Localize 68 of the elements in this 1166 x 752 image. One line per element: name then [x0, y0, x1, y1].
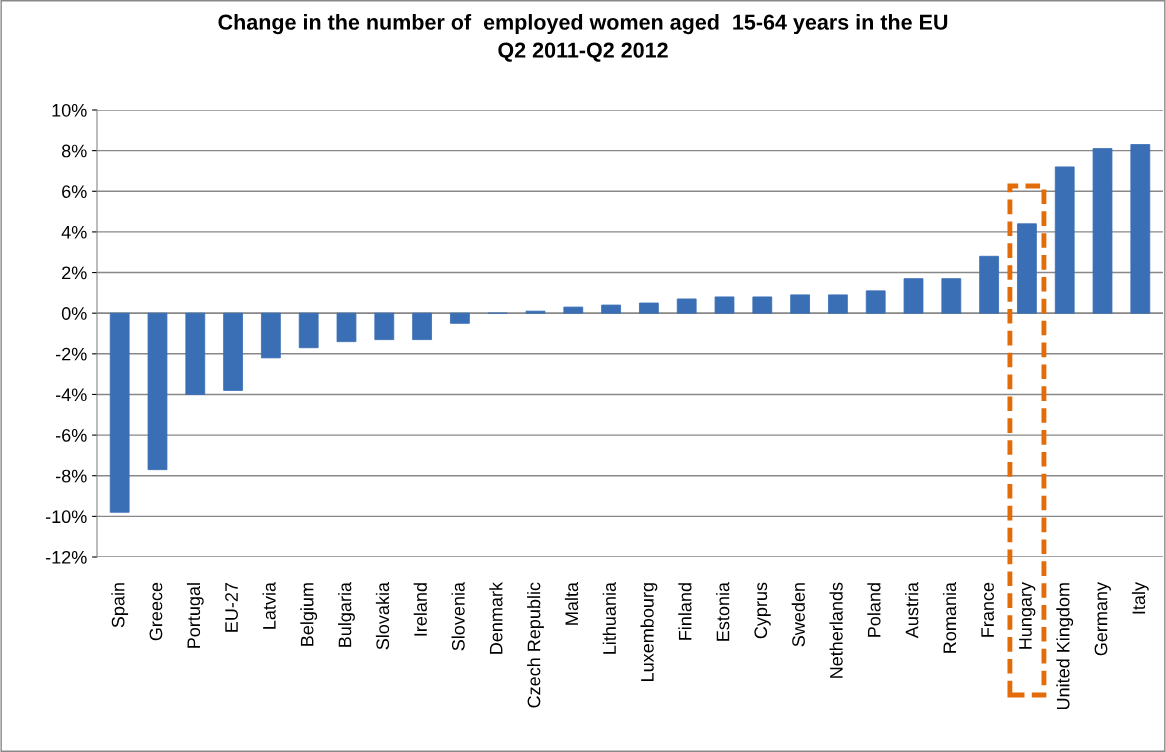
x-tick-label: Greece — [149, 582, 163, 641]
bar — [752, 296, 773, 314]
x-tick-label: Malta — [564, 582, 579, 625]
x-tick-label: Italy — [1131, 582, 1149, 614]
bar — [336, 312, 357, 343]
x-tick-label: Denmark — [489, 581, 503, 654]
bar — [639, 302, 659, 314]
bar — [298, 312, 319, 349]
y-tick-label: -2% — [55, 347, 87, 361]
bar — [1092, 148, 1113, 314]
x-tick-label: Austria — [905, 582, 919, 639]
x-tick-label: Germany — [1094, 582, 1111, 656]
x-tick-label: United Kingdom — [1056, 583, 1074, 710]
y-tick-label: 4% — [61, 225, 87, 239]
bar — [903, 278, 924, 314]
y-tick-label: -8% — [55, 469, 87, 483]
x-tick-label: Romania — [942, 582, 957, 653]
bar — [790, 294, 810, 314]
y-tick-label: 2% — [62, 266, 87, 280]
x-tick-label: Ireland — [413, 583, 427, 636]
x-tick-label: Netherlands — [829, 582, 843, 678]
bar — [109, 312, 130, 513]
bar — [374, 312, 395, 341]
x-tick-label: Slovenia — [451, 582, 465, 651]
bar — [185, 312, 206, 395]
x-tick-label: Portugal — [186, 583, 204, 648]
x-tick-label: Poland — [867, 583, 881, 637]
x-tick-label: Latvia — [262, 582, 276, 629]
bar — [1054, 166, 1075, 314]
bar — [261, 312, 281, 359]
bar — [450, 312, 470, 324]
y-tick-label: -4% — [55, 388, 87, 402]
x-tick-label: Bulgaria — [338, 582, 355, 647]
bar — [714, 296, 735, 314]
y-tick-label: -6% — [55, 429, 87, 442]
bar — [147, 312, 168, 471]
x-tick-label: Slovakia — [375, 582, 390, 650]
x-tick-label: Hungary — [1019, 582, 1036, 649]
bar — [979, 255, 999, 314]
bar — [1017, 223, 1037, 314]
bar — [828, 294, 848, 314]
chart-title: Change in the number of employed women aged 15-64 years in the EU Q2 2011-Q2 2012 — [218, 14, 948, 62]
bar — [223, 312, 243, 391]
y-tick-label: 6% — [62, 185, 87, 198]
x-tick-label: Luxembourg — [640, 583, 658, 681]
x-tick-label: France — [981, 582, 994, 637]
bar — [1130, 144, 1151, 314]
x-tick-label: EU-27 — [225, 582, 238, 632]
bar — [601, 304, 621, 314]
x-tick-label: Cyprus — [754, 582, 771, 639]
y-tick-label: 0% — [61, 307, 87, 320]
x-tick-label: Czech Republic — [527, 582, 544, 708]
bar — [412, 312, 432, 341]
bar — [676, 298, 697, 314]
y-tick-label: -10% — [45, 510, 87, 524]
bar — [563, 306, 584, 314]
bar — [865, 290, 886, 314]
x-tick-label: Belgium — [300, 583, 318, 646]
bar — [525, 310, 546, 314]
bar — [941, 278, 962, 314]
x-tick-label: Lithuania — [602, 582, 616, 654]
y-tick-label: -12% — [45, 550, 87, 564]
x-tick-label: Sweden — [791, 583, 805, 647]
y-tick-label: 8% — [61, 144, 87, 158]
x-tick-label: Estonia — [716, 582, 730, 641]
y-tick-label: 10% — [52, 103, 87, 117]
x-tick-label: Finland — [678, 583, 692, 640]
x-tick-label: Spain — [111, 583, 129, 628]
